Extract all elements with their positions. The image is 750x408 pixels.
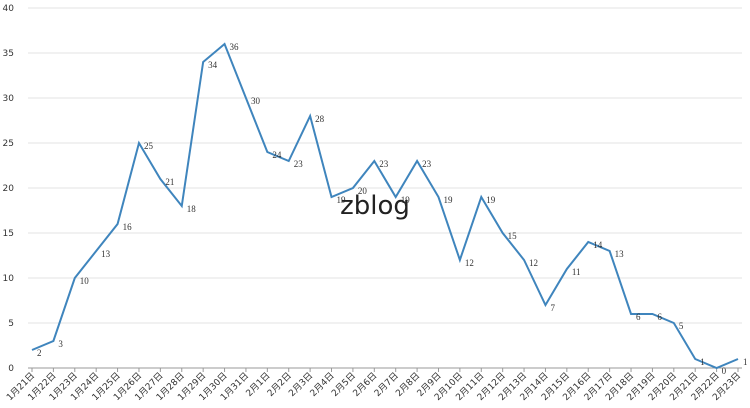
value-label: 23 (422, 159, 432, 169)
value-label: 13 (615, 249, 625, 259)
y-tick-label: 0 (8, 364, 14, 374)
series-line (31, 42, 739, 370)
value-label: 14 (593, 240, 603, 250)
value-label: 3 (58, 339, 63, 349)
value-label: 24 (272, 150, 282, 160)
value-label: 20 (358, 186, 368, 196)
value-label: 19 (486, 195, 496, 205)
value-label: 25 (144, 141, 154, 151)
value-label: 1 (743, 357, 748, 367)
value-label: 19 (401, 195, 411, 205)
value-label: 36 (230, 42, 240, 52)
value-label: 6 (657, 312, 662, 322)
value-label: 19 (337, 195, 347, 205)
value-label: 23 (294, 159, 304, 169)
value-label: 12 (465, 258, 474, 268)
y-tick-label: 15 (3, 229, 14, 239)
value-label: 30 (251, 96, 261, 106)
y-tick-label: 20 (3, 184, 15, 194)
value-label: 23 (379, 159, 389, 169)
value-label: 5 (679, 321, 684, 331)
y-tick-label: 40 (3, 4, 15, 14)
value-label: 15 (508, 231, 517, 241)
y-tick-label: 35 (3, 49, 14, 59)
value-label: 6 (636, 312, 641, 322)
y-tick-label: 25 (3, 139, 14, 149)
value-label: 13 (101, 249, 111, 259)
value-label: 10 (80, 276, 90, 286)
value-label: 1 (700, 357, 705, 367)
y-tick-label: 5 (8, 319, 14, 329)
value-label: 2 (37, 348, 42, 358)
value-label: 34 (208, 60, 218, 70)
value-label: 21 (165, 177, 174, 187)
y-tick-label: 30 (3, 94, 15, 104)
value-label: 19 (443, 195, 453, 205)
value-label: 0 (722, 366, 727, 376)
value-label: 18 (187, 204, 197, 214)
value-label: 12 (529, 258, 538, 268)
watermark: zblog (340, 191, 410, 221)
value-label: 7 (550, 303, 555, 313)
value-label: 11 (572, 267, 581, 277)
y-tick-label: 10 (3, 274, 15, 284)
value-label: 16 (123, 222, 133, 232)
value-label: 28 (315, 114, 325, 124)
